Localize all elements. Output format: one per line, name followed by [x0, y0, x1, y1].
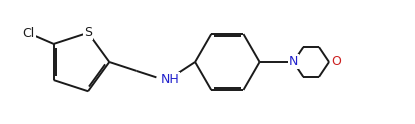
Text: O: O — [331, 56, 341, 68]
Text: S: S — [84, 26, 92, 39]
Text: Cl: Cl — [23, 27, 35, 40]
Text: NH: NH — [160, 73, 179, 86]
Text: N: N — [288, 56, 298, 68]
